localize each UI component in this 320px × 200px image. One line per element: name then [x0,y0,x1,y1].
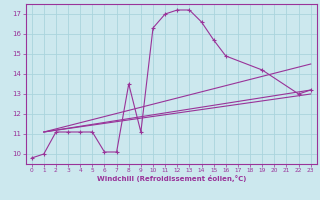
X-axis label: Windchill (Refroidissement éolien,°C): Windchill (Refroidissement éolien,°C) [97,175,246,182]
